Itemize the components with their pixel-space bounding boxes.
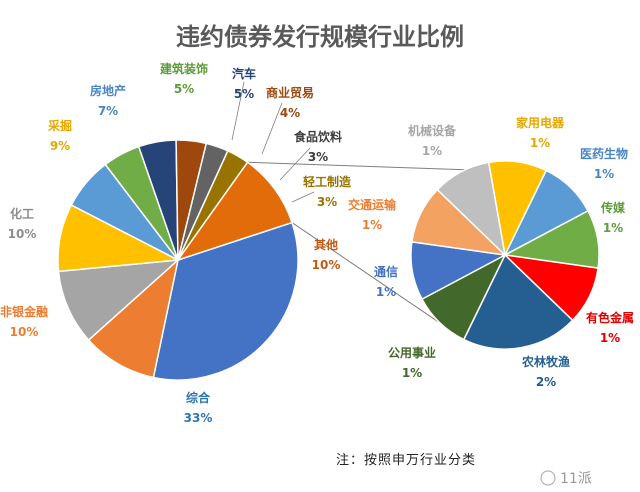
data-label: 医药生物 1% — [580, 146, 628, 181]
data-label: 有色金属 1% — [586, 310, 634, 345]
data-label: 商业贸易 4% — [266, 85, 314, 120]
data-label: 采掘 9% — [47, 118, 72, 153]
data-label: 房地产 7% — [90, 83, 126, 118]
data-label: 食品饮料 3% — [293, 129, 342, 164]
pie-slice — [87, 257, 180, 379]
leader-line — [291, 191, 315, 203]
data-label: 轻工制造 3% — [303, 174, 352, 209]
data-label: 交通运输 1% — [348, 197, 397, 232]
data-label: 其他 10% — [312, 237, 341, 272]
pie-slice — [176, 161, 293, 262]
wechat-icon — [540, 470, 556, 486]
pie-slice — [462, 253, 574, 350]
data-label: 家用电器 1% — [516, 115, 565, 150]
watermark-text: 11派 — [560, 471, 592, 487]
secondary-pie — [410, 160, 600, 350]
pie-slice — [152, 221, 299, 381]
data-label: 化工 10% — [8, 206, 37, 241]
leader-line — [231, 81, 245, 141]
data-label: 传媒 1% — [600, 200, 626, 235]
data-label: 汽车 5% — [232, 66, 256, 101]
connector-line-bottom — [291, 222, 466, 341]
data-label: 非银金融 10% — [0, 304, 48, 339]
connector-line-top — [247, 161, 466, 171]
data-label: 通信 1% — [374, 264, 398, 299]
slice-labels: 综合 33% 非银金融 10% 化工 10% 采掘 9% 房地产 7% 建筑装饰 5% 汽车 5% 商业贸易… — [0, 61, 634, 425]
leader-line — [279, 147, 311, 181]
chart-title: 违约债券发行规模行业比例 — [176, 23, 464, 51]
pie-slice — [436, 161, 507, 258]
pie-slice — [57, 259, 181, 342]
watermark: 11派 — [540, 470, 592, 487]
data-label: 建筑装饰 5% — [159, 61, 208, 96]
main-pie — [57, 139, 299, 381]
data-label: 公用事业 1% — [388, 345, 436, 380]
leader-line — [261, 102, 283, 155]
footnote: 注：按照申万行业分类 — [336, 453, 476, 468]
data-label: 机械设备 1% — [408, 123, 457, 158]
data-label: 综合 33% — [184, 390, 213, 425]
data-label: 农林牧渔 2% — [521, 354, 570, 389]
connector-lines — [247, 161, 466, 341]
